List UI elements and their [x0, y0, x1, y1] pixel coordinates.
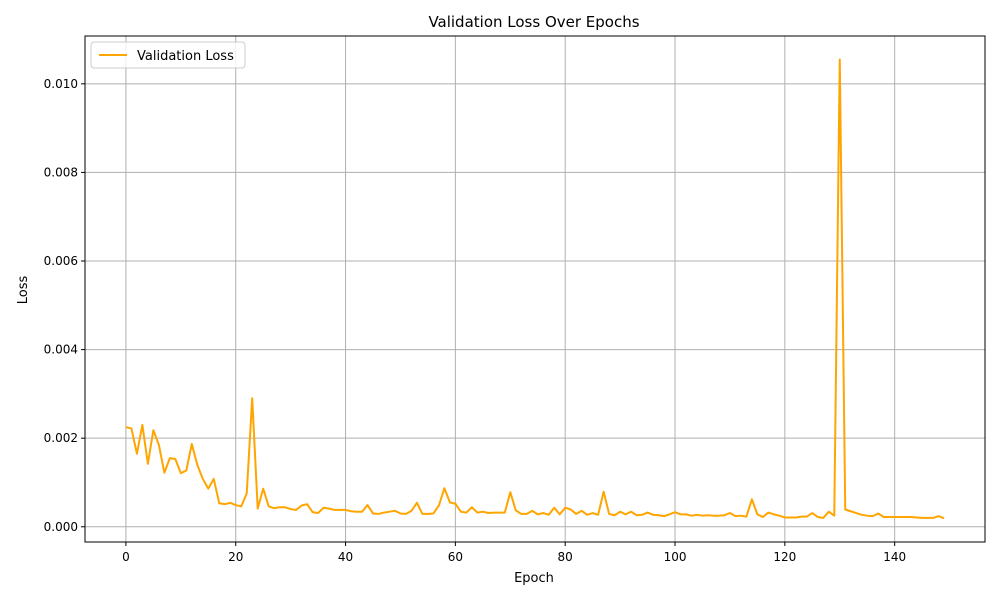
x-tick-label: 80: [558, 550, 573, 564]
y-axis-label: Loss: [16, 276, 31, 305]
y-tick-label: 0.000: [44, 520, 78, 534]
x-tick-label: 140: [883, 550, 906, 564]
y-axis-ticks: 0.000 0.002 0.004 0.006 0.008 0.010: [44, 77, 85, 534]
plot-area: [85, 36, 985, 542]
y-tick-label: 0.002: [44, 431, 78, 445]
y-tick-label: 0.004: [44, 343, 78, 357]
x-axis-label: Epoch: [514, 571, 554, 586]
x-tick-label: 20: [228, 550, 243, 564]
series-line-validation-loss: [125, 58, 945, 520]
y-tick-label: 0.010: [44, 77, 78, 91]
y-tick-label: 0.008: [44, 165, 78, 179]
legend: Validation Loss: [90, 41, 246, 69]
x-tick-label: 100: [664, 550, 687, 564]
legend-label-validation-loss: Validation Loss: [137, 49, 234, 64]
x-tick-label: 60: [448, 550, 463, 564]
x-tick-label: 120: [773, 550, 796, 564]
x-axis-ticks: 0 20 40 60 80 100 120 140: [122, 542, 906, 564]
series-layer: [125, 58, 945, 520]
plot-frame: [84, 35, 986, 543]
y-tick-label: 0.006: [44, 254, 78, 268]
legend-box: [90, 41, 246, 69]
chart-title: Validation Loss Over Epochs: [428, 13, 639, 31]
x-tick-label: 0: [122, 550, 130, 564]
x-tick-label: 40: [338, 550, 353, 564]
